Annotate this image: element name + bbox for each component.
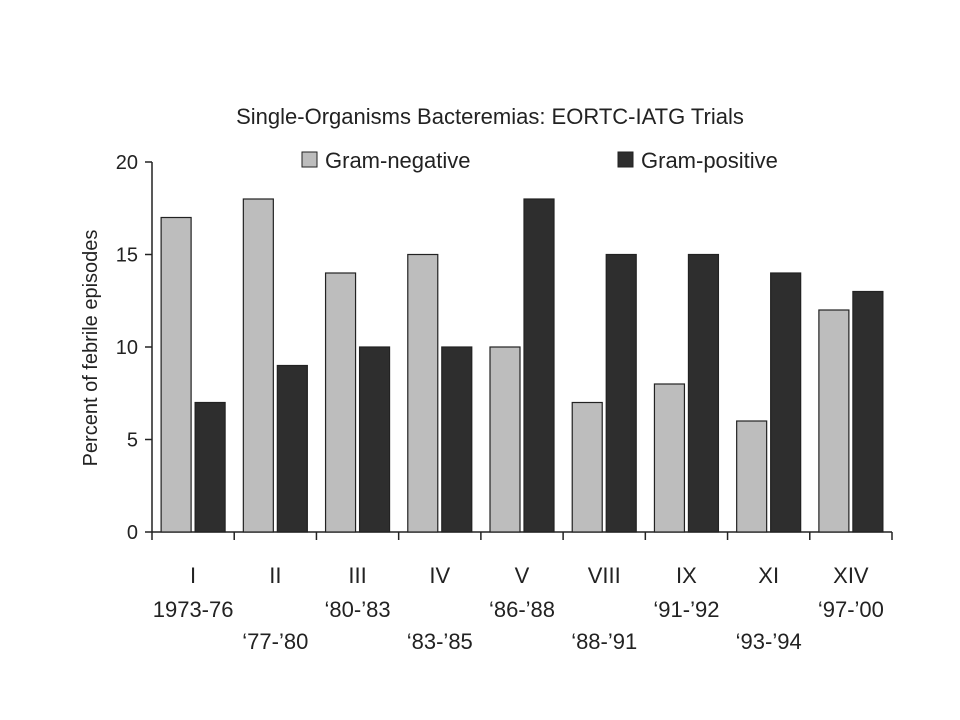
bar-gram-negative-i [160,216,192,533]
x-category-trial-label: V [515,563,530,588]
y-tick-label: 0 [127,522,138,544]
legend: Gram-negative Gram-positive [301,148,778,173]
plot-area: 0 5 10 15 20 I 1973-76 II ‘77-’80 III ‘80-’83 IV ‘83… [116,152,893,654]
x-category-years-label: ‘91-’92 [653,597,719,622]
x-category-trial-label: IX [676,563,697,588]
x-category-years-label: ‘83-’85 [407,629,473,654]
bar-gram-positive-ii [276,364,308,533]
y-tick-label: 10 [116,337,138,359]
bar-gram-positive-viii [605,253,637,533]
x-category-years-label: ‘86-’88 [489,597,555,622]
bar-gram-positive-xiv [852,290,884,533]
bar-gram-negative-iv [407,253,439,533]
bar-gram-positive-iii [358,346,391,533]
bar-gram-positive-i [194,401,226,533]
x-category-years-label: ‘97-’00 [818,597,884,622]
y-tick-label: 5 [127,430,138,452]
bar-gram-negative-ii [242,198,274,533]
x-category-years-label: 1973-76 [153,597,234,622]
bar-gram-positive-v [523,198,555,533]
legend-swatch-gram-positive [617,151,634,168]
y-tick-label: 15 [116,245,138,267]
bar-gram-positive-xi [770,272,802,533]
x-category-trial-label: IV [429,563,450,588]
y-tick-label: 20 [116,152,138,174]
bar-gram-negative-iii [324,272,357,533]
x-category-trial-label: VIII [588,563,621,588]
bar-gram-negative-ix [653,383,686,533]
chart-title: Single-Organisms Bacteremias: EORTC-IATG… [236,104,744,129]
x-category-trial-label: XIV [833,563,869,588]
legend-label-gram-positive: Gram-positive [641,148,778,173]
x-category-years-label: ‘80-’83 [325,597,391,622]
x-category-trial-label: I [190,563,196,588]
bar-gram-positive-iv [441,346,473,533]
legend-swatch-gram-negative [301,151,318,168]
x-category-trial-label: XI [758,563,779,588]
x-category-years-label: ‘88-’91 [571,629,637,654]
bar-gram-negative-xiv [818,309,850,533]
y-axis-label: Percent of febrile episodes [80,230,102,467]
bar-gram-negative-xi [736,420,768,533]
x-category-years-label: ‘77-’80 [242,629,308,654]
x-category-trial-label: II [269,563,281,588]
bar-gram-positive-ix [687,253,720,533]
legend-label-gram-negative: Gram-negative [325,148,471,173]
bar-gram-negative-viii [571,401,603,533]
x-category-years-label: ‘93-’94 [736,629,802,654]
x-category-trial-label: III [348,563,366,588]
bar-gram-negative-v [489,346,521,533]
